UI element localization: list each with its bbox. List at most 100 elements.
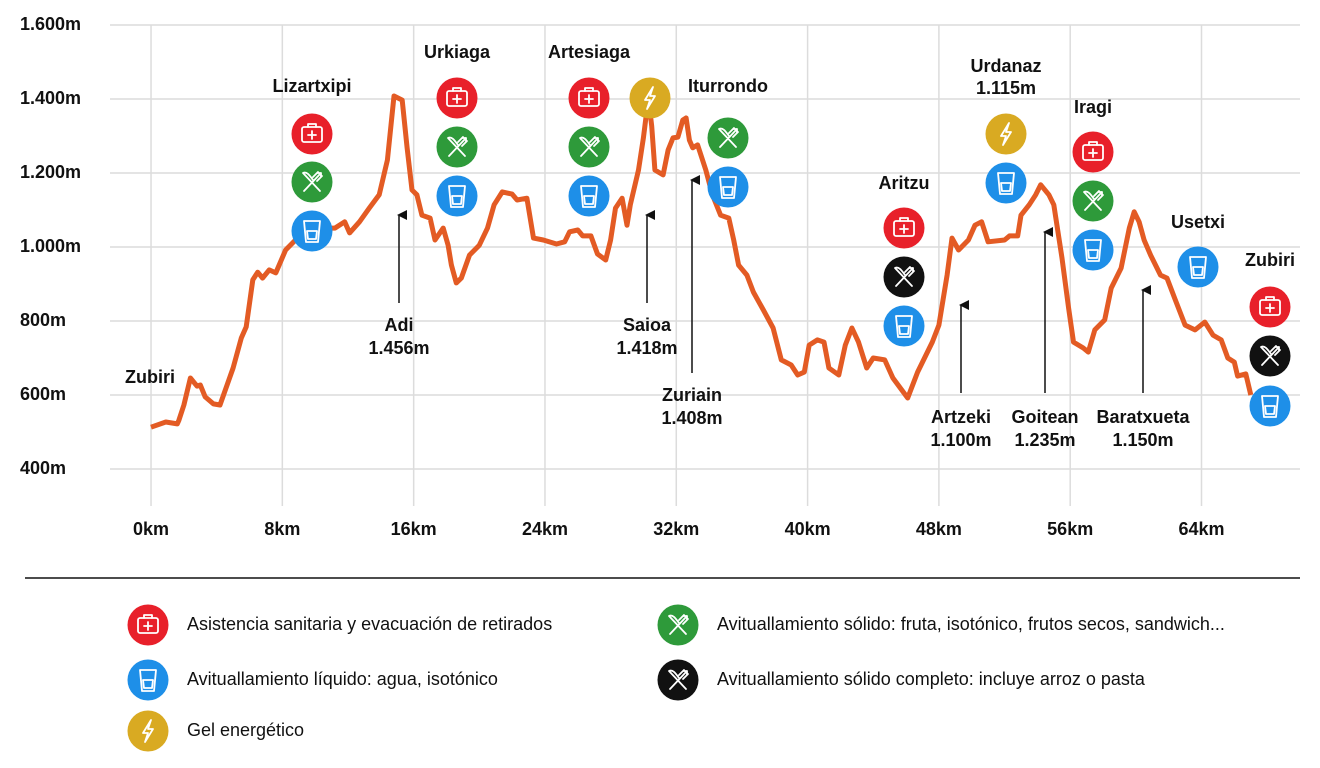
station-name: Lizartxipi (272, 76, 351, 96)
icon-circle (629, 77, 671, 119)
icon (436, 77, 478, 119)
glyph (579, 136, 600, 157)
icon (127, 710, 169, 752)
icon (985, 162, 1027, 204)
icon (883, 256, 925, 298)
glyph (1259, 299, 1281, 316)
x-tick-label: 48km (916, 519, 962, 539)
icon (1072, 131, 1114, 173)
icon (291, 161, 333, 203)
y-tick-label: 1.400m (20, 88, 81, 108)
legend-label: Asistencia sanitaria y evacuación de ret… (187, 614, 552, 634)
glyph (447, 136, 468, 157)
x-tick-label: 56km (1047, 519, 1093, 539)
icon (883, 207, 925, 249)
icon (985, 113, 1027, 155)
y-tick-label: 1.000m (20, 236, 81, 256)
glyph (1082, 144, 1104, 161)
station-name: Zubiri (125, 367, 175, 387)
x-tick-label: 24km (522, 519, 568, 539)
glyph (1084, 239, 1102, 262)
peak-name: Artzeki (931, 407, 991, 427)
glyph (718, 127, 739, 148)
legend-label: Avituallamiento sólido completo: incluye… (717, 669, 1146, 689)
glyph (452, 87, 462, 104)
icon (291, 113, 333, 155)
icon (436, 175, 478, 217)
glyph (668, 669, 689, 690)
x-tick-label: 16km (391, 519, 437, 539)
glyph (139, 669, 157, 692)
icon (127, 604, 169, 646)
station-name: Usetxi (1171, 212, 1225, 232)
elevation-line (150, 93, 1254, 430)
glyph (1261, 395, 1279, 418)
glyph (899, 217, 909, 234)
glyph (580, 185, 598, 208)
glyph (578, 90, 600, 107)
glyph (303, 220, 321, 243)
glyph (142, 719, 154, 743)
icon-circle (127, 710, 169, 752)
icon (883, 305, 925, 347)
icon (1249, 335, 1291, 377)
glyph (1083, 190, 1104, 211)
peak-elevation: 1.456m (368, 338, 429, 358)
y-tick-label: 1.600m (20, 14, 81, 34)
glyph (1260, 345, 1281, 366)
y-tick-label: 1.200m (20, 162, 81, 182)
icon-circle (985, 113, 1027, 155)
icon (1249, 385, 1291, 427)
glyph (1088, 141, 1098, 158)
glyph (307, 123, 317, 140)
legend-label: Gel energético (187, 720, 304, 740)
glyph (143, 614, 153, 631)
station-name: Urkiaga (424, 42, 491, 62)
icon (1249, 286, 1291, 328)
x-tick-label: 40km (785, 519, 831, 539)
glyph (1265, 296, 1275, 313)
icon (1177, 246, 1219, 288)
x-tick-label: 8km (264, 519, 300, 539)
icon (1072, 229, 1114, 271)
x-tick-label: 64km (1178, 519, 1224, 539)
y-tick-label: 600m (20, 384, 66, 404)
glyph (895, 315, 913, 338)
icon (707, 166, 749, 208)
x-tick-label: 0km (133, 519, 169, 539)
station-elevation: 1.115m (976, 78, 1036, 98)
glyph (668, 614, 689, 635)
icon (127, 659, 169, 701)
icon (568, 126, 610, 168)
peak-name: Zuriain (662, 385, 722, 405)
peak-elevation: 1.235m (1014, 430, 1075, 450)
station-name: Urdanaz (970, 56, 1041, 76)
peak-elevation: 1.100m (930, 430, 991, 450)
y-tick-label: 800m (20, 310, 66, 330)
peak-elevation: 1.408m (661, 408, 722, 428)
glyph (1000, 122, 1012, 146)
glyph (137, 617, 159, 634)
glyph (302, 171, 323, 192)
icon (1072, 180, 1114, 222)
icon (657, 659, 699, 701)
station-name: Zubiri (1245, 250, 1295, 270)
glyph (894, 266, 915, 287)
glyph (448, 185, 466, 208)
x-tick-label: 32km (653, 519, 699, 539)
station-name: Aritzu (879, 173, 930, 193)
peak-name: Saioa (623, 315, 672, 335)
station-name: Iragi (1074, 97, 1112, 117)
legend-label: Avituallamiento sólido: fruta, isotónico… (717, 614, 1225, 634)
icon (568, 77, 610, 119)
station-name: Artesiaga (548, 42, 631, 62)
peak-elevation: 1.150m (1112, 430, 1173, 450)
glyph (997, 172, 1015, 195)
glyph (446, 90, 468, 107)
glyph (893, 220, 915, 237)
peak-name: Goitean (1011, 407, 1078, 427)
glyph (584, 87, 594, 104)
icon (629, 77, 671, 119)
peak-name: Adi (385, 315, 414, 335)
